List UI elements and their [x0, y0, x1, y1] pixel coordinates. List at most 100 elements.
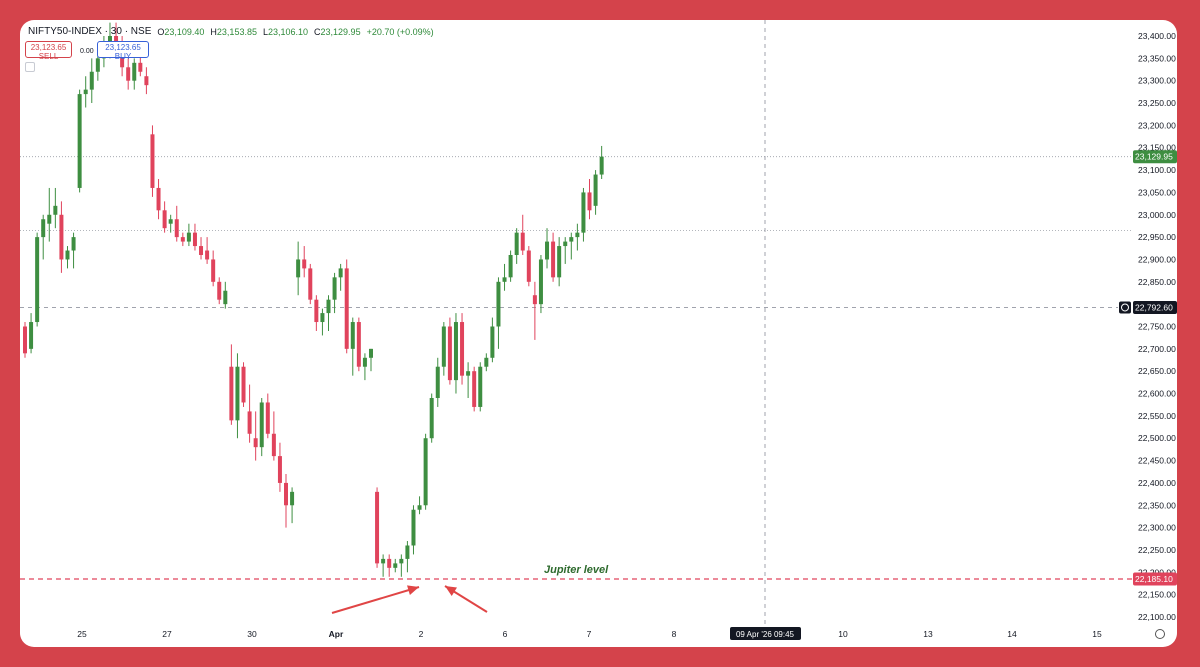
- candle-body[interactable]: [484, 357, 489, 367]
- candle-body[interactable]: [150, 134, 155, 188]
- candle-body[interactable]: [387, 558, 392, 568]
- candle-body[interactable]: [514, 232, 519, 255]
- candle-body[interactable]: [277, 456, 282, 483]
- candle-body[interactable]: [23, 326, 27, 354]
- candle-body[interactable]: [557, 246, 562, 278]
- candle-body[interactable]: [199, 246, 204, 255]
- candle-body[interactable]: [71, 237, 76, 251]
- candle-body[interactable]: [417, 505, 422, 510]
- candle-body[interactable]: [405, 545, 410, 559]
- buy-button[interactable]: 23,123.65 BUY: [97, 41, 149, 61]
- candle-body[interactable]: [265, 402, 270, 434]
- candle-body[interactable]: [411, 509, 416, 546]
- candle-body[interactable]: [83, 89, 88, 95]
- candle-body[interactable]: [314, 299, 319, 323]
- candle-body[interactable]: [156, 187, 161, 211]
- candle-body[interactable]: [205, 250, 210, 260]
- candle-body[interactable]: [186, 232, 191, 242]
- candle-body[interactable]: [460, 322, 465, 376]
- candle-body[interactable]: [332, 277, 337, 300]
- candle-body[interactable]: [290, 491, 295, 506]
- candle-body[interactable]: [453, 322, 458, 381]
- candle-body[interactable]: [253, 438, 258, 448]
- candle-body[interactable]: [368, 348, 373, 358]
- candle-body[interactable]: [538, 259, 543, 305]
- candle-body[interactable]: [545, 241, 550, 260]
- plus-circle-icon[interactable]: [1119, 301, 1131, 314]
- candle-body[interactable]: [29, 322, 34, 349]
- candle-body[interactable]: [526, 250, 531, 282]
- candle-body[interactable]: [241, 366, 246, 403]
- candle-body[interactable]: [338, 268, 343, 278]
- candle-body[interactable]: [350, 322, 355, 349]
- candle-body[interactable]: [587, 192, 592, 211]
- candle-body[interactable]: [356, 322, 361, 367]
- candle-body[interactable]: [211, 259, 216, 282]
- candle-body[interactable]: [472, 371, 477, 407]
- candle-body[interactable]: [296, 259, 301, 278]
- candle-body[interactable]: [575, 232, 580, 238]
- candle-body[interactable]: [569, 237, 574, 242]
- candle-body[interactable]: [447, 326, 452, 381]
- candle-body[interactable]: [77, 94, 82, 188]
- candle-body[interactable]: [302, 259, 307, 269]
- candle-body[interactable]: [478, 366, 483, 407]
- candle-body[interactable]: [53, 205, 58, 215]
- candle-body[interactable]: [126, 67, 131, 81]
- candle-body[interactable]: [362, 357, 367, 367]
- candle-body[interactable]: [162, 210, 167, 229]
- candle-body[interactable]: [47, 214, 52, 224]
- candle-body[interactable]: [502, 277, 507, 282]
- candle-body[interactable]: [89, 71, 94, 90]
- candle-body[interactable]: [144, 76, 149, 86]
- candle-body[interactable]: [223, 290, 228, 305]
- candle-body[interactable]: [508, 254, 513, 278]
- candle-body[interactable]: [581, 192, 586, 233]
- candle-body[interactable]: [65, 250, 70, 260]
- candle-body[interactable]: [496, 281, 501, 327]
- candle-body[interactable]: [320, 313, 325, 323]
- candle-body[interactable]: [393, 563, 398, 568]
- candle-body[interactable]: [35, 237, 40, 323]
- candle-body[interactable]: [259, 402, 264, 448]
- candle-body[interactable]: [466, 371, 471, 376]
- candle-body[interactable]: [308, 268, 313, 300]
- candle-body[interactable]: [229, 366, 234, 421]
- candle-body[interactable]: [284, 482, 289, 506]
- candle-body[interactable]: [344, 268, 349, 349]
- candle-body[interactable]: [132, 62, 137, 81]
- candle-body[interactable]: [41, 219, 46, 238]
- candle-body[interactable]: [247, 411, 252, 434]
- candle-body[interactable]: [563, 241, 568, 247]
- candlestick-chart[interactable]: 22,100.00 22,150.00 22,200.00 22,250.00 22,3…: [20, 20, 1177, 647]
- candle-body[interactable]: [168, 219, 173, 224]
- candle-body[interactable]: [59, 214, 64, 260]
- order-toggle-box[interactable]: [25, 62, 35, 72]
- candle-body[interactable]: [593, 174, 598, 206]
- candle-body[interactable]: [192, 232, 197, 247]
- candle-body[interactable]: [551, 241, 556, 278]
- symbol-title[interactable]: NIFTY50-INDEX · 30 · NSE: [28, 26, 152, 37]
- sell-button[interactable]: 23,123.65 SELL: [25, 41, 72, 61]
- candle-body[interactable]: [520, 232, 525, 251]
- candle-body[interactable]: [490, 326, 495, 358]
- candle-body[interactable]: [174, 219, 179, 238]
- candle-body[interactable]: [375, 491, 380, 564]
- candle-body[interactable]: [599, 156, 604, 175]
- candle-body[interactable]: [441, 326, 446, 367]
- candle-body[interactable]: [114, 36, 119, 45]
- candle-body[interactable]: [271, 433, 276, 457]
- candle-body[interactable]: [235, 366, 240, 421]
- candle-body[interactable]: [180, 237, 185, 242]
- candle-body[interactable]: [532, 295, 537, 305]
- settings-icon[interactable]: [1155, 629, 1165, 639]
- candle-body[interactable]: [138, 62, 143, 72]
- candle-body[interactable]: [399, 558, 404, 564]
- candle-body[interactable]: [107, 36, 112, 45]
- candle-body[interactable]: [381, 558, 386, 564]
- candle-body[interactable]: [217, 281, 222, 300]
- candle-body[interactable]: [429, 398, 434, 439]
- candle-body[interactable]: [435, 366, 440, 399]
- candle-body[interactable]: [326, 299, 331, 314]
- candle-body[interactable]: [423, 438, 428, 506]
